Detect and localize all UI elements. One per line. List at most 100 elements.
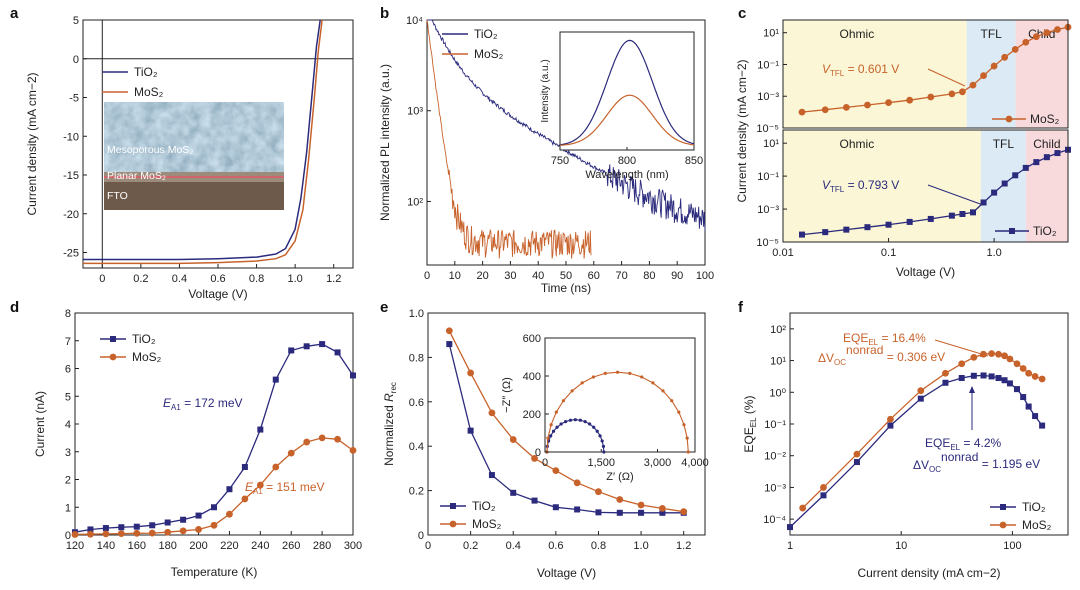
region-child — [1025, 130, 1068, 242]
y-tick-label: 10⁻² — [764, 451, 786, 463]
y-axis-label: Normalized PL intensity (a.u.) — [378, 64, 392, 221]
x-tick-label: 4,000 — [681, 457, 709, 469]
legend-label: MoS₂ — [134, 85, 164, 99]
x-tick-label: 1.2 — [326, 273, 341, 285]
data-point — [948, 212, 955, 219]
x-tick-label: 20 — [476, 270, 488, 282]
data-point — [102, 530, 110, 538]
data-point — [467, 369, 475, 377]
panel-letter: d — [10, 299, 19, 316]
plot-frame — [427, 312, 706, 536]
plot-frame — [782, 19, 1069, 129]
y-tick-label: 0 — [65, 530, 71, 542]
data-point — [1022, 38, 1030, 46]
region-label: Ohmic — [840, 137, 875, 151]
data-point — [164, 519, 171, 526]
inset-frame — [544, 337, 696, 453]
x-tick-label: 50 — [560, 270, 572, 282]
data-point — [1043, 154, 1050, 161]
legend-marker — [999, 521, 1007, 529]
x-tick-label: 0.8 — [249, 273, 264, 285]
data-point — [1039, 422, 1046, 429]
data-point — [1011, 45, 1019, 53]
sem-meso-layer — [104, 102, 284, 176]
data-point — [1025, 403, 1032, 410]
data-point — [595, 488, 602, 496]
data-point — [350, 372, 356, 379]
y-tick-label: 1.0 — [409, 308, 424, 320]
data-point — [349, 446, 357, 454]
annotation-ea1-tio2: EA1 = 172 meV — [163, 396, 243, 412]
y-tick-label: 10¹ — [763, 138, 779, 150]
inset-point — [555, 425, 559, 429]
y-axis-label: Normalized Rrec — [382, 382, 398, 466]
data-point — [118, 524, 125, 531]
legend-marker — [1000, 504, 1006, 510]
data-point — [1054, 150, 1061, 157]
data-point — [1032, 33, 1040, 41]
y-tick-label: 7 — [65, 336, 71, 348]
data-point — [1001, 352, 1008, 360]
y-tick-label: -20 — [63, 209, 79, 221]
data-point — [1013, 360, 1021, 368]
data-point — [272, 376, 279, 383]
data-point — [303, 438, 311, 446]
data-point — [102, 525, 109, 532]
annotation-eqe-tio2: EQEEL = 4.2% — [925, 436, 1001, 452]
inset-point — [640, 375, 644, 379]
legend-label: MoS₂ — [472, 517, 502, 531]
region-label: Ohmic — [840, 27, 875, 41]
data-point — [942, 379, 949, 386]
legend-label: TiO₂ — [1033, 224, 1057, 238]
y-tick-label: 0 — [535, 447, 541, 459]
data-point — [241, 495, 249, 503]
series-line-tio2 — [74, 343, 354, 533]
data-point — [970, 372, 977, 379]
data-point — [798, 108, 806, 116]
inset-point — [578, 418, 582, 422]
x-tick-label: 240 — [251, 540, 269, 552]
x-tick-label: 750 — [551, 155, 569, 167]
x-tick-label: 300 — [344, 540, 362, 552]
panel-letter: f — [738, 299, 744, 316]
y-tick-label: 5 — [65, 391, 71, 403]
x-tick-label: 1,500 — [587, 457, 615, 469]
x-tick-label: 850 — [685, 155, 703, 167]
data-point — [195, 526, 202, 533]
data-point — [1033, 159, 1040, 166]
data-point — [287, 449, 295, 457]
x-tick-label: 800 — [618, 155, 636, 167]
data-point — [1001, 377, 1008, 384]
data-point — [906, 96, 914, 104]
x-tick-label: 0.8 — [591, 540, 606, 552]
y-tick-label: 10² — [407, 196, 423, 208]
data-point — [531, 497, 538, 504]
x-axis-label: Time (ns) — [541, 281, 591, 295]
legend-marker — [1009, 228, 1015, 234]
data-point — [942, 369, 949, 377]
annotation-ea1-mos2: EA1 = 151 meV — [245, 480, 325, 496]
data-point — [680, 508, 688, 516]
data-point — [616, 496, 624, 503]
data-point — [574, 506, 581, 513]
data-point — [958, 360, 966, 368]
data-point — [272, 463, 280, 471]
panel-letter: a — [10, 5, 19, 22]
inset-spectrum-mos2 — [559, 94, 695, 146]
x-tick-label: 1 — [787, 540, 793, 552]
data-point — [887, 422, 894, 429]
y-tick-label: 10³ — [407, 106, 423, 118]
data-point — [842, 103, 850, 111]
data-point — [1020, 394, 1027, 401]
data-point — [488, 409, 496, 417]
data-point — [959, 211, 966, 217]
data-point — [1014, 386, 1021, 393]
data-point — [256, 481, 264, 489]
y-tick-label: 200 — [523, 409, 541, 421]
data-point — [980, 372, 987, 379]
inset-x-label: Wavelength (nm) — [585, 169, 668, 181]
annotation-vtfl-tio2: VTFL = 0.793 V — [822, 178, 899, 194]
data-point — [1022, 164, 1029, 171]
data-point — [552, 467, 560, 475]
y-tick-label: 10¹ — [770, 356, 786, 368]
